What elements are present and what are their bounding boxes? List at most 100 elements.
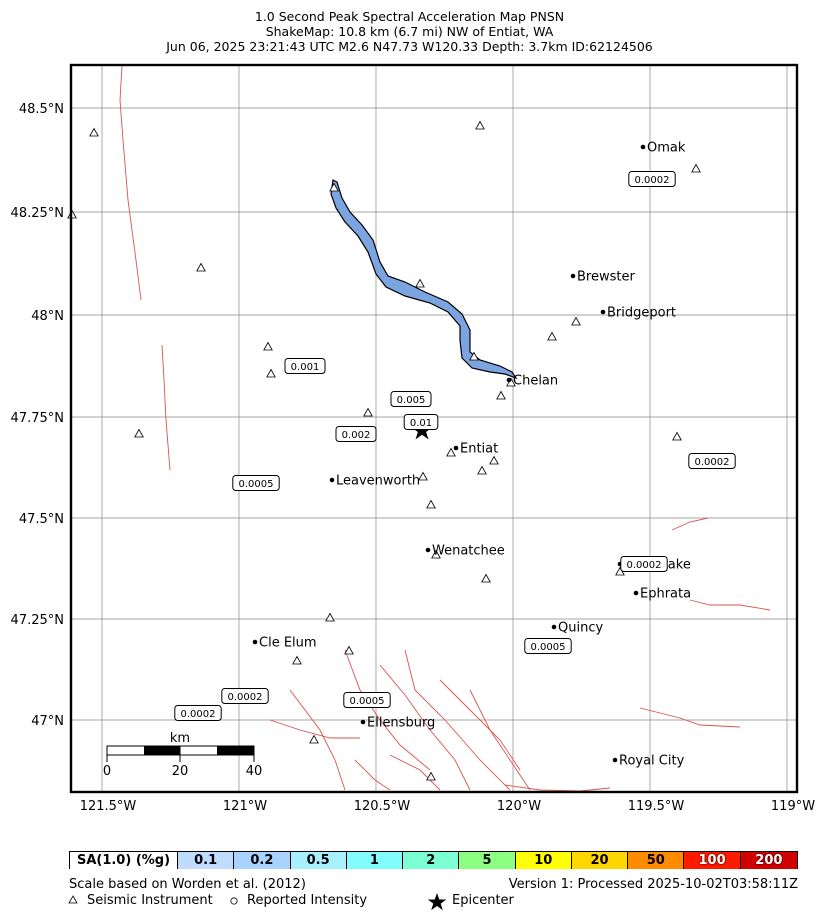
station-triangle (325, 612, 335, 622)
city-label: Omak (647, 141, 686, 156)
colorbar-bin: 5 (459, 852, 516, 869)
city-label: Bridgeport (607, 306, 676, 321)
lon-tick-label: 120°W (497, 799, 541, 814)
city-dot (425, 547, 431, 553)
colorbar-bin: 10 (515, 852, 572, 869)
city-dot (612, 757, 618, 763)
station-triangle (263, 341, 273, 351)
station-triangle (469, 351, 479, 361)
city-dot (640, 144, 646, 150)
contour-label: 0.0002 (228, 692, 263, 703)
colorbar-bin: 100 (684, 852, 741, 869)
lat-tick-label: 47°N (31, 714, 64, 729)
contour-label: 0.01 (410, 418, 432, 429)
contour-label: 0.0002 (635, 175, 670, 186)
city-label: Brewster (577, 270, 635, 285)
lat-tick-label: 48°N (31, 309, 64, 324)
station-triangle (329, 182, 339, 192)
scale-tick-0: 0 (103, 764, 111, 779)
contour-label-box (524, 638, 572, 654)
city-label: Quincy (558, 621, 603, 636)
contour-label-box (620, 556, 668, 572)
contour-label: 0.0002 (181, 709, 216, 720)
station-triangle (292, 655, 302, 665)
city-dot (360, 719, 366, 725)
lon-tick-label: 119°W (771, 799, 815, 814)
contour-label: 0.0002 (627, 560, 662, 571)
station-triangle (363, 407, 373, 417)
station-triangle (431, 549, 441, 559)
contour-label: 0.0005 (239, 479, 274, 490)
station-triangle (89, 127, 99, 137)
axis-labels: 48.5°N 48.25°N 48°N 47.75°N 47.5°N 47.25°N 47°… (11, 102, 816, 814)
city-dot (329, 477, 335, 483)
city-label: Leavenworth (336, 474, 420, 489)
lat-tick-label: 47.25°N (11, 613, 64, 628)
colorbar-bin: 200 (740, 852, 797, 869)
scale-bar: km 0 20 40 (103, 731, 262, 779)
contour-label: 0.002 (342, 430, 371, 441)
colorbar-bin: 20 (571, 852, 629, 869)
colorbar-label: SA(1.0) (%g) (70, 852, 178, 869)
colorbar-bin: 50 (628, 852, 685, 869)
scale-unit: km (170, 731, 190, 746)
lake-chelan (330, 179, 518, 380)
station-triangle (418, 471, 428, 481)
lon-tick-label: 120.5°W (354, 799, 411, 814)
lon-tick-label: 121.5°W (80, 799, 137, 814)
station-triangle (446, 447, 456, 457)
map-subtitle: ShakeMap: 10.8 km (6.7 mi) NW of Entiat,… (265, 24, 554, 39)
contour-label-box (343, 692, 391, 708)
lat-tick-label: 47.5°N (19, 512, 64, 527)
station-triangle (266, 368, 276, 378)
city-label: Ellensburg (367, 716, 435, 731)
map-frame (69, 63, 799, 794)
station-triangle (134, 428, 144, 438)
colorbar-bin: 2 (403, 852, 460, 869)
lat-tick-label: 47.75°N (11, 411, 64, 426)
lat-tick-label: 48.25°N (11, 206, 64, 221)
station-triangle (547, 331, 557, 341)
contour-label-box (628, 171, 676, 187)
legend-intensity-label: Reported Intensity (247, 893, 368, 908)
station-triangle (672, 431, 682, 441)
legend-epicenter-label: Epicenter (452, 893, 514, 908)
contour-label-box (403, 414, 439, 430)
station-triangle (196, 262, 206, 272)
station-triangle (475, 120, 485, 130)
legend-intensity-symbol (230, 897, 238, 905)
colorbar-bin: 0.5 (290, 852, 347, 869)
city-label: Entiat (460, 442, 498, 457)
city-dot (506, 377, 512, 383)
station-triangle (489, 455, 499, 465)
station-triangle (496, 390, 506, 400)
city-dot (633, 590, 639, 596)
city-label: Cle Elum (259, 636, 317, 651)
city-label: Chelan (513, 374, 558, 389)
city-label: Royal City (619, 754, 685, 769)
lat-tick-label: 48.5°N (19, 102, 64, 117)
lon-tick-label: 119.5°W (628, 799, 685, 814)
city-dot (453, 445, 459, 451)
city-dot (570, 273, 576, 279)
station-triangle (571, 316, 581, 326)
contour-label: 0.0005 (350, 696, 385, 707)
city-label: Ephrata (640, 587, 691, 602)
city-dot (551, 624, 557, 630)
scale-note: Scale based on Worden et al. (2012) (69, 877, 306, 892)
contour-label: 0.0002 (695, 457, 730, 468)
station-triangle (691, 163, 701, 173)
map-title: 1.0 Second Peak Spectral Acceleration Ma… (254, 9, 565, 24)
contour-label-box (174, 705, 222, 721)
version-info: Version 1: Processed 2025-10-02T03:58:11… (508, 877, 798, 892)
station-triangle (426, 499, 436, 509)
legend-instrument-symbol (68, 895, 78, 904)
fault-lines (119, 65, 771, 792)
contour-label-box (221, 688, 269, 704)
station-triangle (415, 278, 425, 288)
scale-tick-40: 40 (246, 764, 263, 779)
contour-label: 0.001 (291, 362, 320, 373)
lon-tick-label: 121°W (223, 799, 267, 814)
contour-label-box (284, 358, 326, 374)
